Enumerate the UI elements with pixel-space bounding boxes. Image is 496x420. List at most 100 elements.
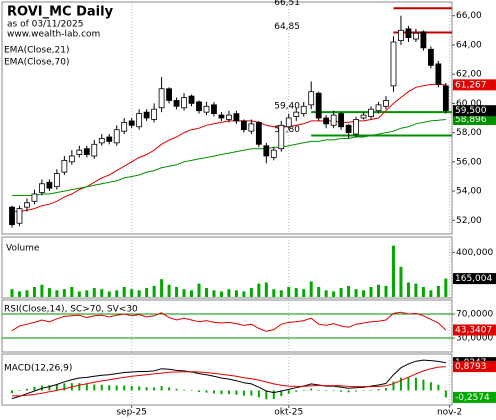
histogram-bar — [160, 386, 163, 391]
last-value-box — [453, 361, 496, 373]
histogram-bar — [302, 390, 305, 391]
last-value-label: 0,8793 — [455, 362, 487, 372]
volume-bar — [47, 288, 51, 297]
histogram-bar — [429, 382, 432, 391]
candle-body — [121, 121, 128, 132]
volume-bar — [339, 288, 343, 297]
candle-body — [345, 124, 352, 134]
volume-bar — [152, 285, 156, 297]
y-tick-label: 54,00 — [456, 187, 482, 197]
histogram-bar — [11, 390, 13, 394]
candle-body — [293, 111, 300, 117]
volume-bar — [294, 288, 298, 297]
volume-bar — [130, 289, 134, 297]
x-tick-label: okt-25 — [274, 408, 303, 418]
last-value-label: -0,2574 — [455, 393, 490, 403]
candle-body — [91, 143, 98, 157]
candle-body — [53, 173, 60, 188]
volume-bar — [167, 284, 171, 297]
volume-bar — [227, 289, 231, 297]
candle-body — [196, 101, 202, 112]
histogram-bar — [295, 390, 298, 392]
volume-bar — [70, 286, 74, 297]
candle-body — [203, 105, 210, 113]
last-value-box — [453, 324, 496, 336]
volume-bar — [92, 288, 96, 297]
panel-title: RSI(Close,14), SC>70, SV<30 — [4, 305, 138, 315]
candle-body — [435, 63, 442, 85]
x-tick-label: sep-25 — [116, 408, 147, 418]
volume-bar — [234, 290, 238, 297]
volume-bar — [242, 291, 246, 297]
candle-body — [285, 117, 292, 128]
candle-body — [188, 95, 195, 104]
candle-body — [16, 208, 23, 224]
volume-bar — [279, 290, 283, 297]
histogram-bar — [250, 390, 253, 396]
candle-body — [375, 104, 382, 112]
histogram-bar — [145, 387, 148, 391]
volume-bar — [212, 290, 216, 297]
rsi-panel — [1, 299, 453, 353]
y-tick-label: 70,0000 — [456, 310, 493, 320]
histogram-bar — [340, 390, 343, 392]
last-value-box — [453, 273, 496, 285]
histogram-bar — [407, 377, 410, 391]
candle-body — [390, 41, 397, 87]
last-value-box — [453, 114, 496, 126]
volume-bar — [362, 290, 366, 297]
level-label: 64,85 — [274, 22, 300, 32]
candle-body — [24, 202, 30, 208]
volume-bar — [377, 284, 381, 297]
histogram-bar — [377, 389, 380, 391]
histogram-bar — [399, 377, 402, 391]
histogram-bar — [325, 390, 328, 391]
volume-bar — [429, 290, 433, 297]
volume-bar — [287, 286, 291, 297]
histogram-bar — [235, 390, 238, 395]
volume-bar — [249, 288, 253, 297]
candle-body — [226, 114, 232, 120]
histogram-bar — [392, 381, 395, 391]
y-tick-label: 62,00 — [456, 70, 482, 80]
volume-bar — [257, 283, 261, 297]
candle-body — [308, 91, 315, 106]
last-value-box — [453, 79, 496, 91]
volume-bar — [332, 291, 336, 297]
volume-bar — [182, 289, 186, 297]
candle-body — [61, 159, 68, 173]
histogram-bar — [168, 387, 171, 391]
y-tick-label: 52,00 — [456, 216, 482, 226]
volume-bar — [85, 290, 89, 297]
candle-body — [98, 138, 105, 144]
volume-bar — [309, 281, 313, 297]
source: www.wealth-lab.com — [7, 30, 100, 40]
candle-body — [420, 31, 427, 49]
volume-bar — [137, 290, 141, 297]
histogram-bar — [100, 384, 103, 391]
histogram-bar — [212, 390, 215, 394]
volume-bar — [347, 285, 351, 297]
histogram-bar — [130, 386, 133, 391]
candle-body — [300, 105, 307, 115]
volume-bar — [421, 286, 425, 297]
legend-entry: EMA(Close,21) — [4, 46, 69, 56]
histogram-bar — [138, 386, 141, 391]
volume-bar — [204, 288, 208, 297]
panel-title: Volume — [6, 244, 40, 254]
histogram-bar — [242, 390, 245, 396]
last-value-label: 61,267 — [455, 80, 487, 90]
volume-bar — [302, 289, 306, 297]
candle-body — [113, 129, 120, 144]
histogram-bar — [25, 388, 28, 391]
histogram-bar — [437, 384, 440, 391]
level-label: 57,80 — [274, 125, 300, 135]
histogram-bar — [317, 389, 320, 391]
volume-bar — [219, 291, 223, 297]
volume-bar — [122, 286, 126, 297]
candle-body — [323, 117, 330, 125]
histogram-bar — [93, 384, 96, 391]
last-value-label: 165,004 — [455, 274, 492, 284]
histogram-bar — [414, 377, 417, 391]
volume-bar — [317, 286, 321, 297]
